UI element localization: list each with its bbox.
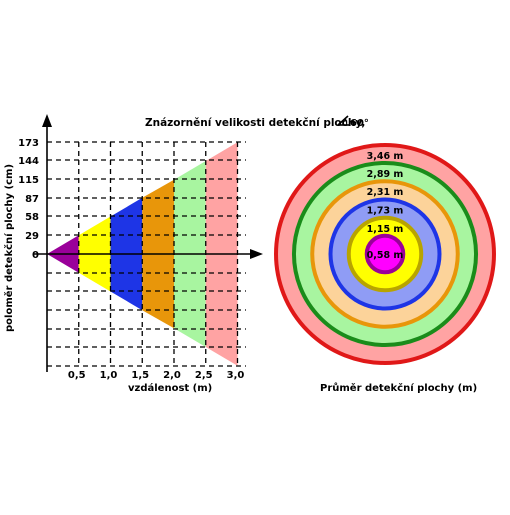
ring-labels: 3,46 m 2,89 m 2,31 m 1,73 m 1,15 m 0,58 m <box>367 151 404 261</box>
y-tick-label: 58 <box>25 212 39 223</box>
ring-label: 2,31 m <box>367 187 404 198</box>
ring-label: 0,58 m <box>367 250 404 261</box>
y-tick-label: 0 <box>32 250 39 261</box>
y-tick-label: 173 <box>18 138 39 149</box>
x-tick-label: 2,0 <box>163 370 181 381</box>
x-tick-label: 2,5 <box>195 370 213 381</box>
chart-axes <box>33 114 263 372</box>
ring-label: 1,15 m <box>367 224 404 235</box>
angle-icon <box>337 115 350 126</box>
detection-cone-chart: 173 144 115 87 58 29 0 0,5 1,0 1,5 2,0 2,5 3,0 vzdá… <box>3 114 263 394</box>
y-axis-label: poloměr detekční plochy (cm) <box>3 164 15 332</box>
x-axis-label: vzdálenost (m) <box>128 382 212 394</box>
x-tick-label: 3,0 <box>227 370 245 381</box>
x-tick-label: 1,0 <box>100 370 118 381</box>
y-tick-label: 29 <box>25 231 39 242</box>
x-tick-label: 1,5 <box>131 370 149 381</box>
y-tick-label: 87 <box>25 194 39 205</box>
ring-label: 2,89 m <box>367 169 404 180</box>
y-tick-labels: 173 144 115 87 58 29 0 <box>18 138 39 261</box>
x-tick-label: 0,5 <box>68 370 86 381</box>
y-axis-arrow-icon <box>42 114 52 127</box>
x-axis-arrow-icon <box>250 249 263 259</box>
ring-label: 3,46 m <box>367 151 404 162</box>
ring-5 <box>364 233 406 275</box>
y-tick-label: 144 <box>18 156 39 167</box>
ring-label: 1,73 m <box>367 206 404 217</box>
detection-diameter-rings: 3,46 m 2,89 m 2,31 m 1,73 m 1,15 m 0,58 m Prů… <box>274 143 496 394</box>
rings <box>274 143 496 365</box>
rings-caption: Průměr detekční plochy (m) <box>320 381 477 394</box>
figure-title: Znázornění velikosti detekční plochy, <box>145 117 365 129</box>
y-tick-label: 115 <box>18 175 39 186</box>
x-tick-labels: 0,5 1,0 1,5 2,0 2,5 3,0 <box>68 370 245 381</box>
angle-label: 60° <box>350 118 369 129</box>
